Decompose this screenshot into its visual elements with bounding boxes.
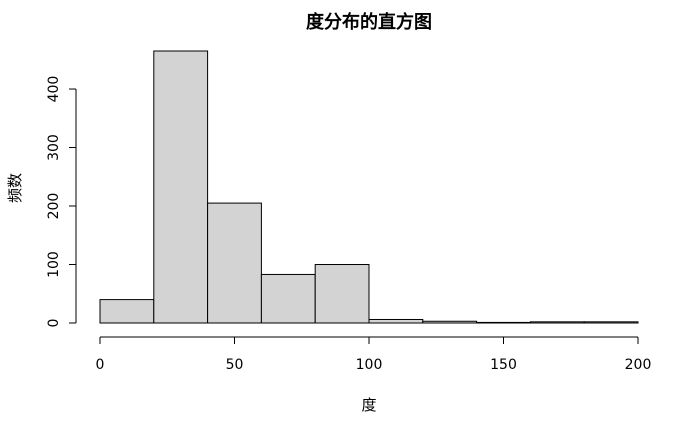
y-tick-label: 300 (46, 134, 62, 161)
x-axis: 0 50 100 150 200 (96, 336, 652, 373)
x-axis-label: 度 (361, 396, 376, 414)
y-tick-label: 100 (46, 251, 62, 278)
histogram-bar (476, 321, 531, 324)
x-tick-label: 50 (226, 357, 244, 373)
histogram-bar (153, 50, 209, 324)
chart-title: 度分布的直方图 (306, 11, 432, 33)
y-tick-label: 400 (46, 76, 62, 103)
histogram-bar (314, 264, 370, 324)
histogram-bar (260, 273, 316, 324)
y-tick-label: 200 (46, 193, 62, 220)
x-tick-label: 100 (356, 357, 383, 373)
x-tick-label: 150 (490, 357, 517, 373)
y-tick-label: 0 (46, 319, 62, 328)
histogram-bar (529, 321, 585, 324)
histogram-bar (99, 299, 155, 324)
histogram-bar (207, 202, 262, 324)
histogram-bars (99, 50, 639, 324)
x-tick-label: 0 (96, 357, 105, 373)
histogram-bar (368, 318, 424, 324)
y-axis: 0 100 200 300 400 (46, 76, 77, 328)
x-tick-label: 200 (625, 357, 652, 373)
histogram-bar (583, 321, 639, 324)
histogram-bar (422, 320, 478, 324)
y-axis-label: 频数 (6, 173, 24, 203)
